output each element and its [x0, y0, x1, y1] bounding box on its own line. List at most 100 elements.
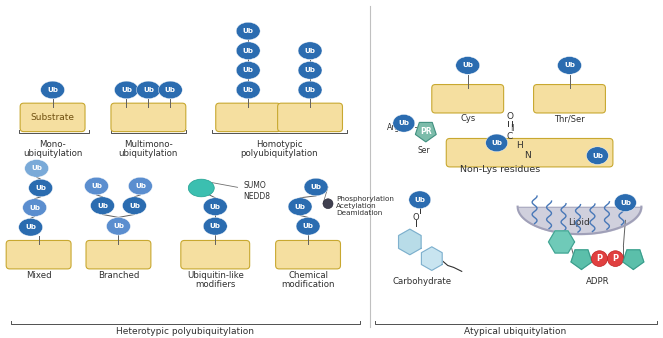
- Ellipse shape: [115, 81, 139, 99]
- Text: Heterotypic polyubiquitylation: Heterotypic polyubiquitylation: [116, 327, 255, 336]
- Text: P: P: [597, 254, 603, 263]
- Ellipse shape: [615, 194, 636, 212]
- Text: ADPR: ADPR: [585, 277, 609, 286]
- Text: Ub: Ub: [294, 203, 306, 210]
- Ellipse shape: [29, 179, 52, 197]
- Text: Branched: Branched: [97, 271, 139, 280]
- Ellipse shape: [587, 147, 609, 165]
- Ellipse shape: [158, 81, 182, 99]
- Ellipse shape: [486, 134, 508, 152]
- Text: Ub: Ub: [310, 184, 322, 190]
- Text: Substrate: Substrate: [30, 113, 74, 122]
- Text: Ub: Ub: [135, 183, 146, 189]
- Text: Ub: Ub: [143, 87, 154, 93]
- Circle shape: [591, 251, 607, 266]
- Ellipse shape: [409, 191, 431, 209]
- Text: O: O: [506, 112, 513, 121]
- Ellipse shape: [19, 218, 42, 236]
- Text: Cys: Cys: [460, 115, 475, 123]
- Text: Ub: Ub: [564, 63, 575, 68]
- Text: ‖: ‖: [510, 124, 513, 131]
- Text: Thr/Ser: Thr/Ser: [554, 115, 585, 123]
- Polygon shape: [623, 250, 644, 269]
- Text: Ub: Ub: [31, 165, 42, 171]
- Polygon shape: [571, 250, 592, 269]
- Text: Ub: Ub: [29, 204, 40, 211]
- Text: Ub: Ub: [210, 203, 221, 210]
- FancyBboxPatch shape: [278, 103, 343, 131]
- Ellipse shape: [23, 199, 46, 216]
- Text: Ub: Ub: [47, 87, 58, 93]
- Text: Ub: Ub: [97, 203, 108, 209]
- Ellipse shape: [304, 178, 328, 196]
- Text: Ub: Ub: [25, 224, 36, 230]
- Text: Ub: Ub: [91, 183, 102, 189]
- Ellipse shape: [558, 56, 581, 74]
- Text: ubiquitylation: ubiquitylation: [119, 149, 178, 158]
- Text: Ub: Ub: [462, 63, 473, 68]
- Ellipse shape: [188, 179, 214, 197]
- Text: Ub: Ub: [121, 87, 132, 93]
- Text: Ub: Ub: [304, 67, 316, 73]
- Text: Ubiquitin-like: Ubiquitin-like: [187, 271, 244, 280]
- Polygon shape: [398, 229, 421, 255]
- Text: Ub: Ub: [414, 197, 426, 203]
- Ellipse shape: [236, 22, 260, 40]
- Text: Non-Lys residues: Non-Lys residues: [459, 165, 540, 174]
- Text: Phosphorylation
Acetylation
Deamidation: Phosphorylation Acetylation Deamidation: [336, 196, 394, 216]
- Text: C: C: [507, 131, 512, 141]
- Text: Ub: Ub: [35, 185, 46, 191]
- Text: Ub: Ub: [210, 223, 221, 229]
- FancyBboxPatch shape: [111, 103, 186, 131]
- FancyBboxPatch shape: [534, 84, 605, 113]
- Polygon shape: [415, 122, 436, 142]
- Ellipse shape: [393, 115, 415, 132]
- Text: Carbohydrate: Carbohydrate: [392, 277, 452, 286]
- FancyBboxPatch shape: [6, 240, 71, 269]
- Ellipse shape: [455, 56, 480, 74]
- Text: Lipid: Lipid: [569, 218, 590, 227]
- Ellipse shape: [123, 197, 147, 215]
- Ellipse shape: [129, 177, 152, 195]
- Ellipse shape: [298, 81, 322, 99]
- Ellipse shape: [236, 62, 260, 79]
- FancyBboxPatch shape: [432, 84, 504, 113]
- FancyBboxPatch shape: [446, 139, 613, 167]
- Text: Ub: Ub: [302, 223, 314, 229]
- Text: Ub: Ub: [165, 87, 176, 93]
- Ellipse shape: [236, 42, 260, 59]
- Text: Ub: Ub: [113, 223, 124, 229]
- Text: Ub: Ub: [592, 153, 603, 159]
- Text: PR: PR: [420, 127, 432, 136]
- Text: Arg42: Arg42: [387, 123, 410, 132]
- Circle shape: [323, 199, 333, 209]
- Text: O: O: [412, 213, 419, 222]
- Text: Ub: Ub: [491, 140, 502, 146]
- Ellipse shape: [296, 217, 320, 235]
- Ellipse shape: [236, 81, 260, 99]
- Text: Homotypic: Homotypic: [256, 140, 302, 149]
- Text: Mono-: Mono-: [39, 140, 66, 149]
- Text: N: N: [524, 151, 531, 160]
- Text: Ub: Ub: [243, 67, 254, 73]
- Ellipse shape: [204, 217, 227, 235]
- Ellipse shape: [298, 42, 322, 59]
- Polygon shape: [422, 247, 442, 270]
- Text: Multimono-: Multimono-: [124, 140, 173, 149]
- Polygon shape: [548, 231, 575, 253]
- FancyBboxPatch shape: [215, 103, 280, 131]
- Ellipse shape: [84, 177, 109, 195]
- Text: Ub: Ub: [304, 87, 316, 93]
- FancyBboxPatch shape: [181, 240, 250, 269]
- Ellipse shape: [107, 217, 131, 235]
- Text: Ser: Ser: [418, 146, 430, 155]
- FancyBboxPatch shape: [276, 240, 341, 269]
- Text: Ub: Ub: [129, 203, 140, 209]
- Text: Ub: Ub: [243, 48, 254, 54]
- Text: polyubiquitylation: polyubiquitylation: [240, 149, 318, 158]
- Ellipse shape: [25, 160, 48, 177]
- Ellipse shape: [91, 197, 115, 215]
- Circle shape: [607, 251, 623, 266]
- Text: Ub: Ub: [398, 120, 409, 126]
- Text: modification: modification: [281, 280, 335, 289]
